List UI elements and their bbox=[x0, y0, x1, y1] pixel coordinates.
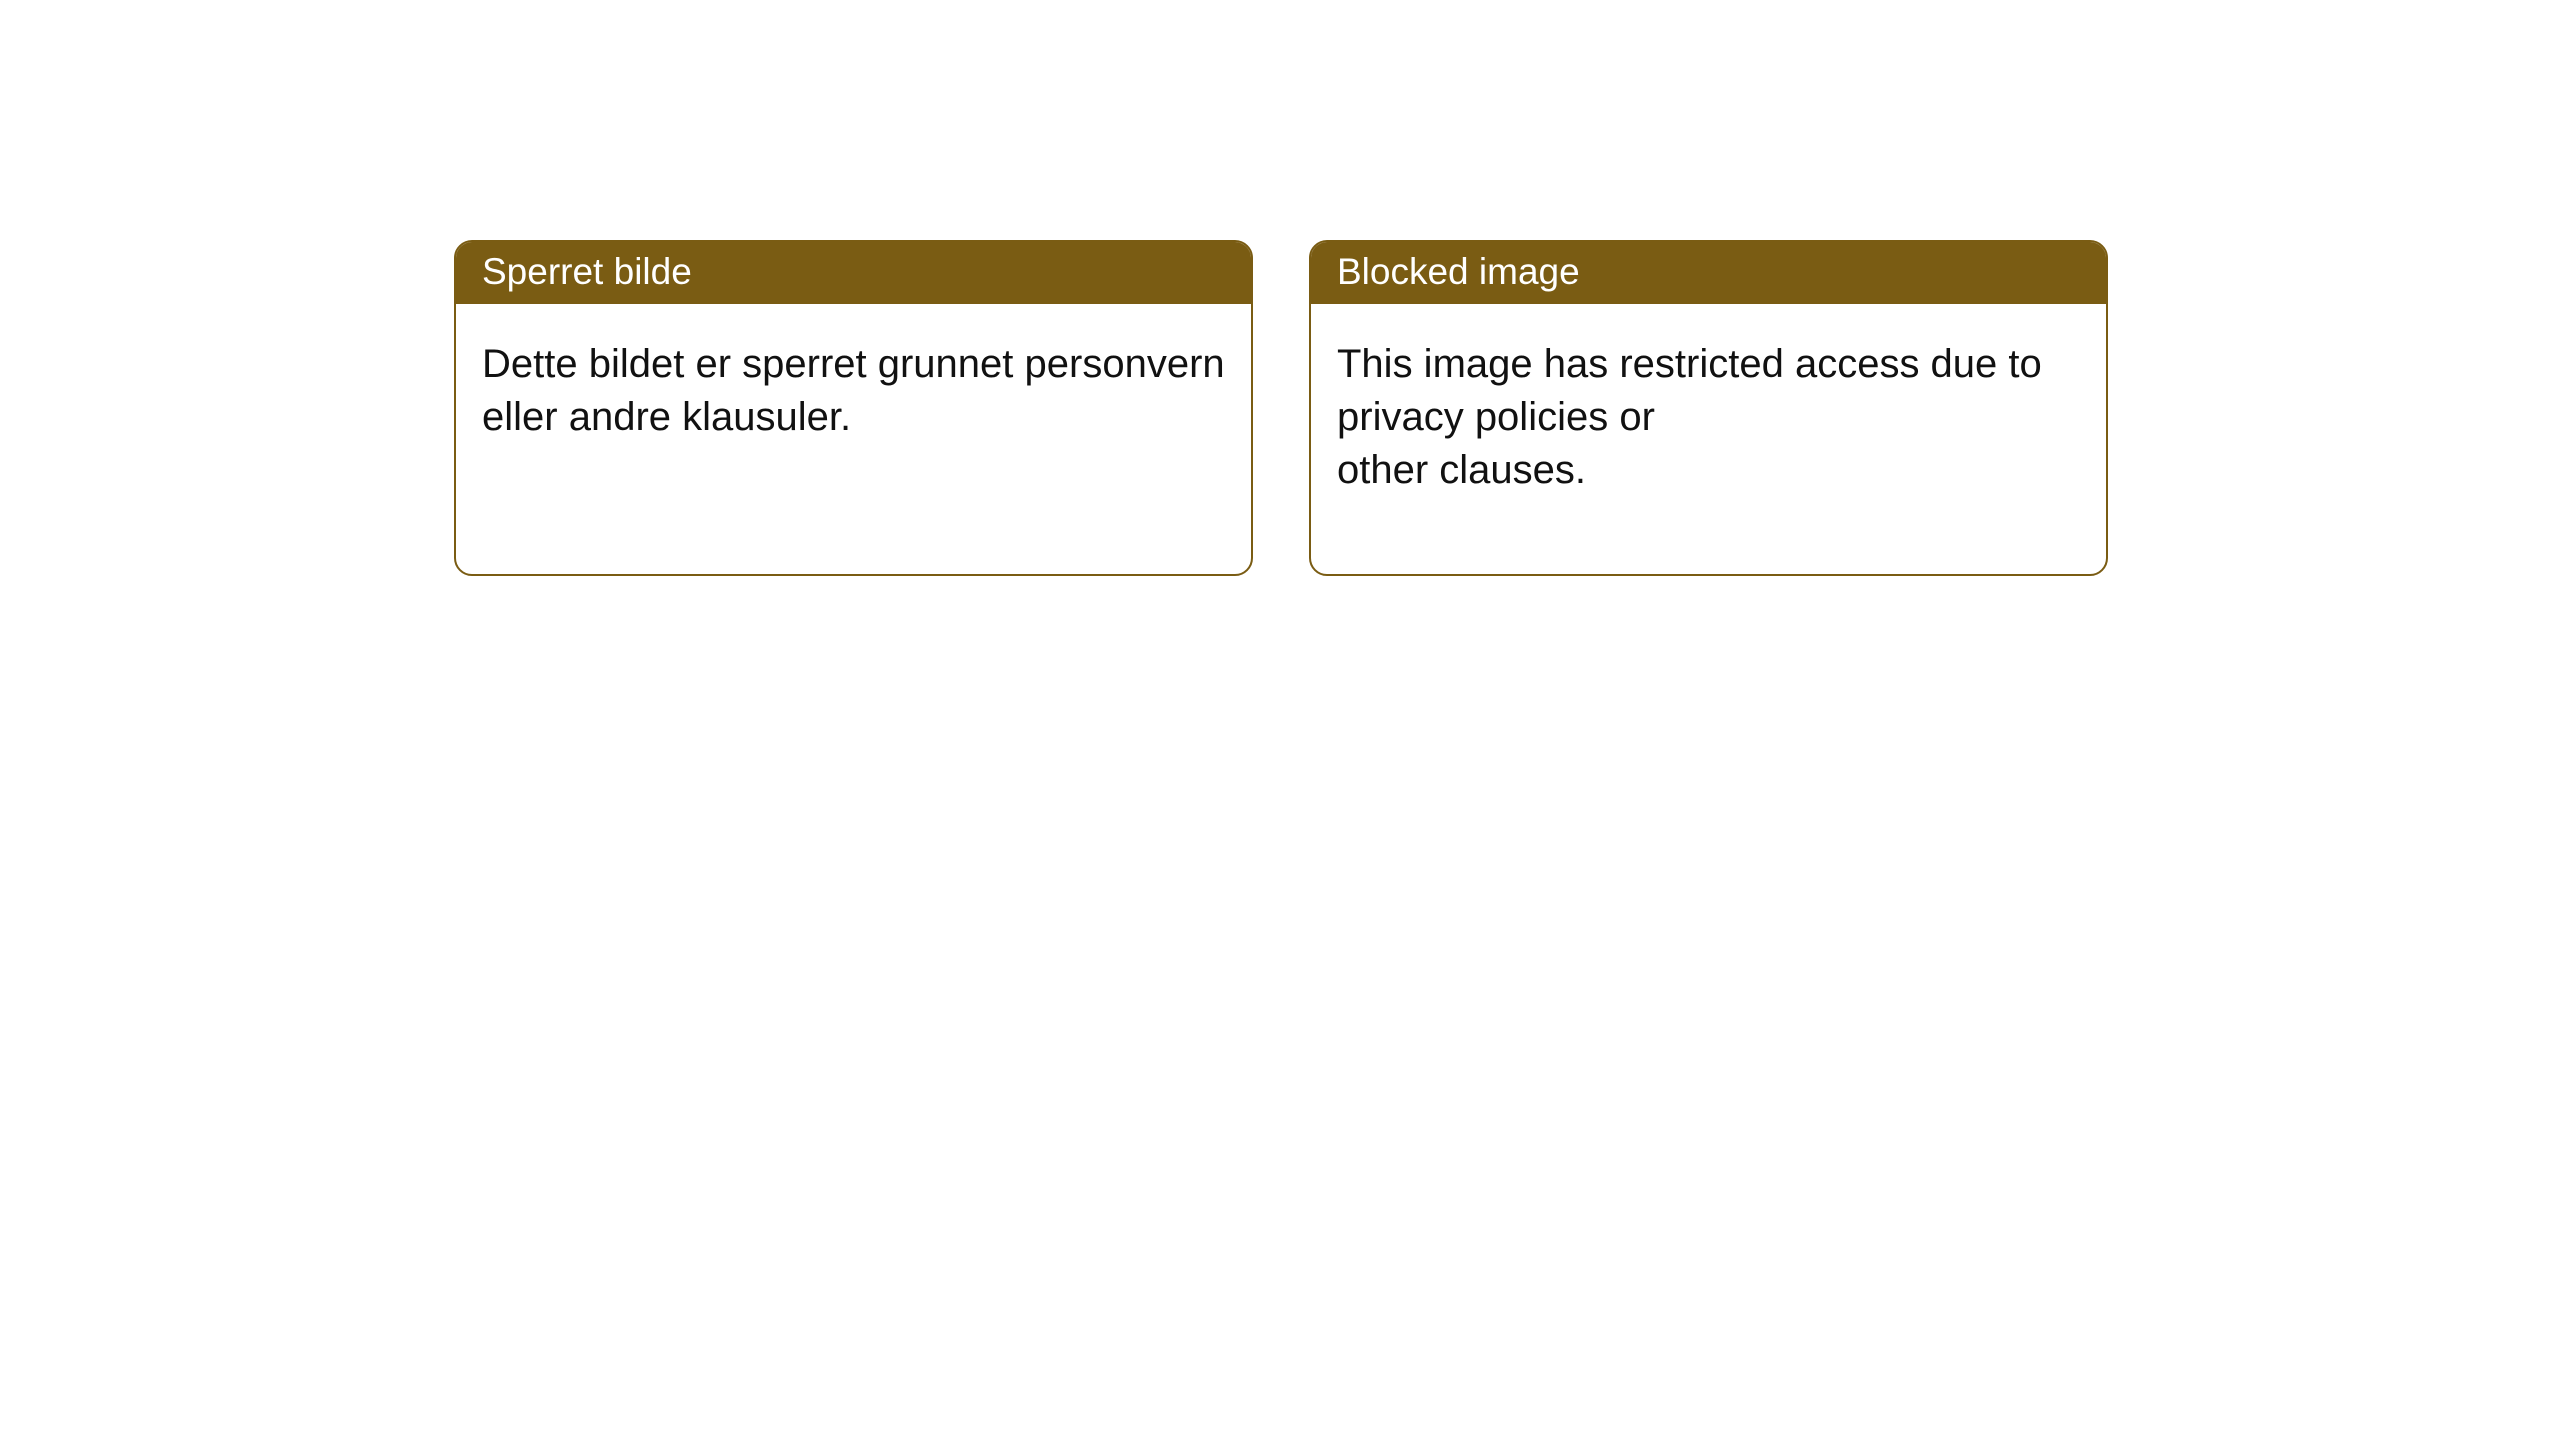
notice-body-en: This image has restricted access due to … bbox=[1311, 304, 2106, 574]
notice-body-no: Dette bildet er sperret grunnet personve… bbox=[456, 304, 1251, 574]
notice-card-en: Blocked image This image has restricted … bbox=[1309, 240, 2108, 576]
notice-header-en: Blocked image bbox=[1311, 242, 2106, 304]
notice-card-no: Sperret bilde Dette bildet er sperret gr… bbox=[454, 240, 1253, 576]
notice-container: Sperret bilde Dette bildet er sperret gr… bbox=[454, 240, 2108, 576]
notice-header-no: Sperret bilde bbox=[456, 242, 1251, 304]
